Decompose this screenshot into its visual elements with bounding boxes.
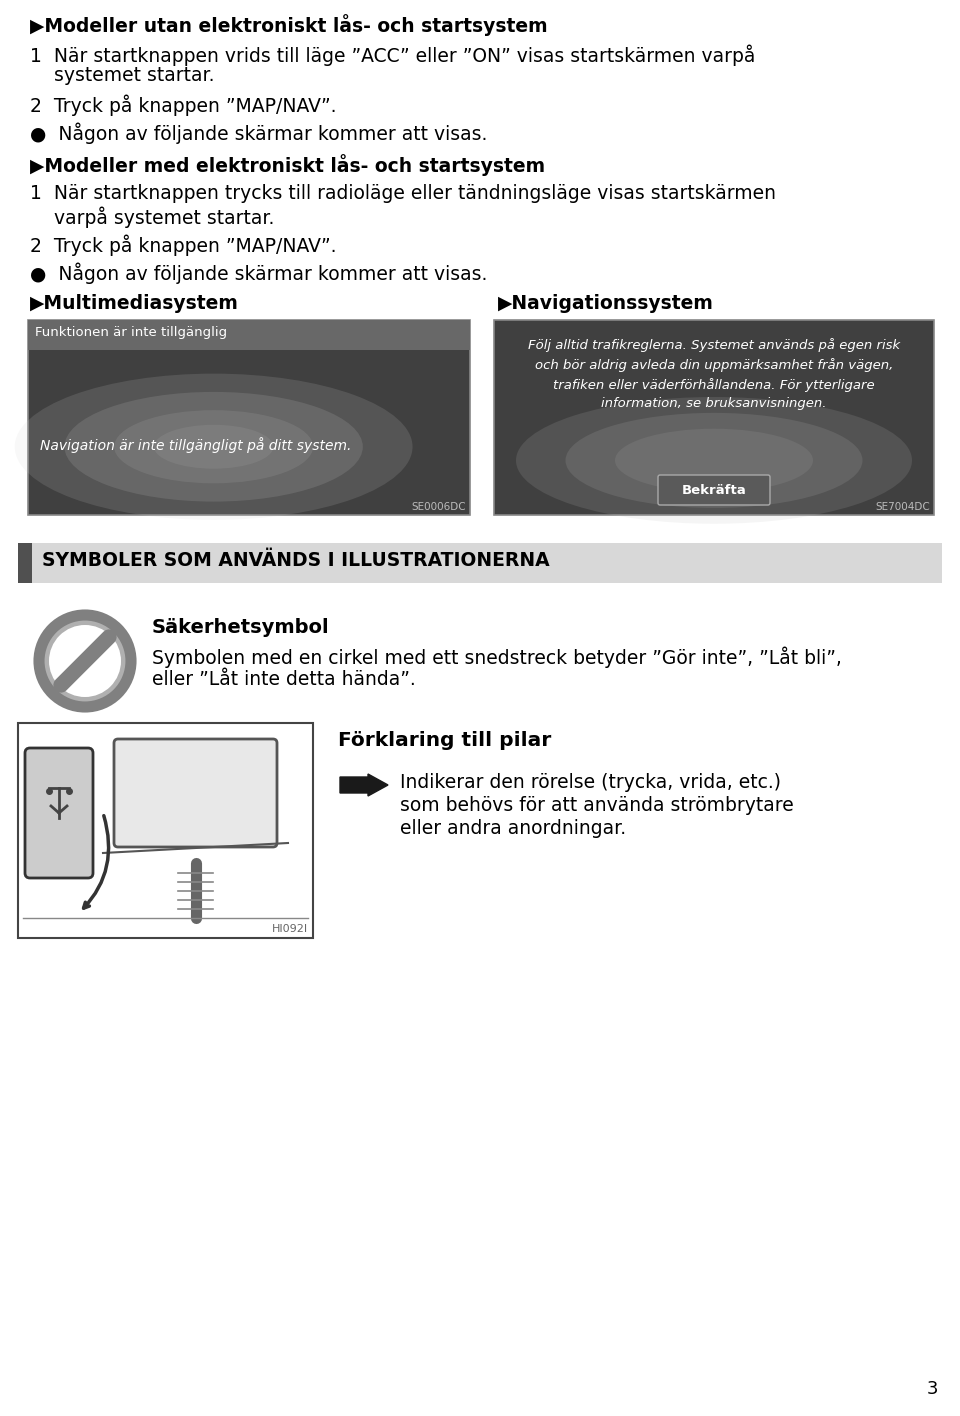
Text: 3: 3: [926, 1381, 938, 1398]
Text: som behövs för att använda strömbrytare: som behövs för att använda strömbrytare: [400, 796, 794, 816]
Text: ●  Någon av följande skärmar kommer att visas.: ● Någon av följande skärmar kommer att v…: [30, 262, 488, 283]
Text: Förklaring till pilar: Förklaring till pilar: [338, 731, 551, 750]
Text: ▶Multimediasystem: ▶Multimediasystem: [30, 295, 239, 313]
Circle shape: [39, 615, 131, 707]
Circle shape: [49, 624, 121, 697]
Ellipse shape: [516, 396, 912, 524]
Text: eller ”Låt inte detta hända”.: eller ”Låt inte detta hända”.: [152, 670, 416, 690]
FancyBboxPatch shape: [28, 320, 470, 350]
Ellipse shape: [64, 392, 363, 501]
Text: Navigation är inte tillgängligt på ditt system.: Navigation är inte tillgängligt på ditt …: [40, 438, 351, 453]
FancyBboxPatch shape: [18, 724, 313, 937]
Text: eller andra anordningar.: eller andra anordningar.: [400, 818, 626, 838]
Text: SE7004DC: SE7004DC: [876, 503, 930, 513]
Text: 1  När startknappen vrids till läge ”ACC” eller ”ON” visas startskärmen varpå: 1 När startknappen vrids till läge ”ACC”…: [30, 44, 756, 65]
FancyBboxPatch shape: [658, 474, 770, 506]
FancyBboxPatch shape: [18, 542, 32, 583]
Text: Säkerhetsymbol: Säkerhetsymbol: [152, 617, 329, 637]
Text: Funktionen är inte tillgänglig: Funktionen är inte tillgänglig: [35, 326, 228, 338]
Ellipse shape: [14, 374, 413, 520]
Ellipse shape: [114, 411, 313, 483]
FancyBboxPatch shape: [18, 542, 942, 583]
Text: systemet startar.: systemet startar.: [30, 67, 214, 85]
FancyBboxPatch shape: [494, 320, 934, 515]
Text: 2  Tryck på knappen ”MAP/NAV”.: 2 Tryck på knappen ”MAP/NAV”.: [30, 93, 337, 116]
Text: Följ alltid trafikreglerna. Systemet används på egen risk
och bör aldrig avleda : Följ alltid trafikreglerna. Systemet anv…: [528, 338, 900, 411]
Ellipse shape: [565, 413, 862, 508]
FancyBboxPatch shape: [25, 748, 93, 878]
Text: SYMBOLER SOM ANVÄNDS I ILLUSTRATIONERNA: SYMBOLER SOM ANVÄNDS I ILLUSTRATIONERNA: [42, 551, 550, 571]
Text: Symbolen med en cirkel med ett snedstreck betyder ”Gör inte”, ”Låt bli”,: Symbolen med en cirkel med ett snedstrec…: [152, 646, 842, 667]
Text: 1  När startknappen trycks till radioläge eller tändningsläge visas startskärmen: 1 När startknappen trycks till radioläge…: [30, 184, 776, 202]
Text: SE0006DC: SE0006DC: [412, 503, 466, 513]
Text: HI092I: HI092I: [272, 925, 308, 935]
FancyArrow shape: [340, 775, 388, 796]
Text: ▶Modeller utan elektroniskt lås- och startsystem: ▶Modeller utan elektroniskt lås- och sta…: [30, 14, 547, 35]
Ellipse shape: [154, 425, 274, 469]
Text: ●  Någon av följande skärmar kommer att visas.: ● Någon av följande skärmar kommer att v…: [30, 122, 488, 143]
Ellipse shape: [615, 429, 813, 493]
Text: varpå systemet startar.: varpå systemet startar.: [30, 205, 275, 228]
Text: Indikerar den rörelse (trycka, vrida, etc.): Indikerar den rörelse (trycka, vrida, et…: [400, 773, 781, 792]
Text: ▶Navigationssystem: ▶Navigationssystem: [498, 295, 714, 313]
FancyBboxPatch shape: [114, 739, 277, 847]
FancyBboxPatch shape: [28, 320, 470, 515]
Text: Bekräfta: Bekräfta: [682, 483, 746, 497]
Text: ▶Modeller med elektroniskt lås- och startsystem: ▶Modeller med elektroniskt lås- och star…: [30, 154, 545, 176]
Text: 2  Tryck på knappen ”MAP/NAV”.: 2 Tryck på knappen ”MAP/NAV”.: [30, 234, 337, 255]
